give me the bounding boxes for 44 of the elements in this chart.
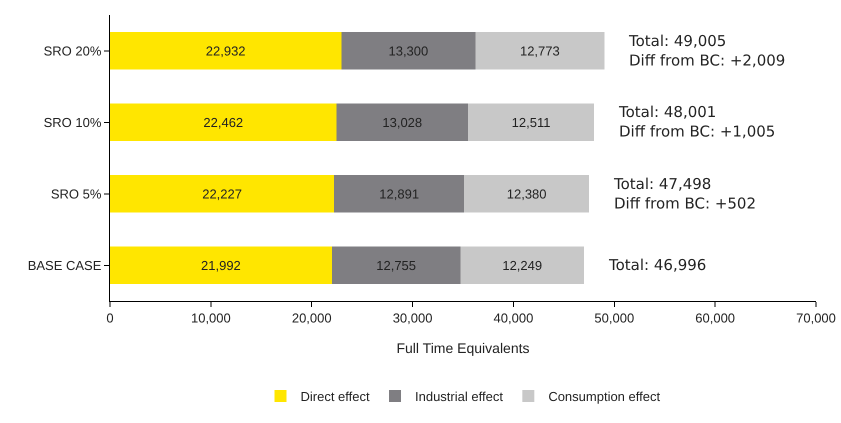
- y-tick-label: SRO 20%: [44, 43, 102, 58]
- legend-label: Consumption effect: [548, 389, 660, 404]
- bar: [332, 246, 460, 284]
- bar: [336, 104, 468, 141]
- data-label: 21,992: [201, 258, 241, 273]
- bar: [110, 175, 334, 212]
- data-label: 12,511: [512, 114, 550, 130]
- data-label: 12,891: [379, 186, 420, 202]
- data-label: 12,249: [502, 258, 542, 273]
- x-tick-label: 70,000: [796, 310, 836, 326]
- x-axis-title: Full Time Equivalents: [396, 340, 530, 356]
- bar: [110, 246, 332, 284]
- bar: [464, 175, 590, 212]
- annotation: Total: 47,498 Diff from BC: +502: [613, 175, 756, 212]
- bar: [334, 175, 464, 212]
- legend-label: Direct effect: [300, 389, 370, 404]
- bar: [475, 32, 604, 70]
- data-label: 12,773: [520, 43, 560, 58]
- bar: [341, 32, 476, 70]
- bar: [460, 246, 584, 284]
- data-label: 22,227: [202, 186, 242, 202]
- data-label: 13,028: [382, 114, 422, 130]
- x-tick-label: 10,000: [190, 310, 231, 326]
- y-tick-label: BASE CASE: [28, 258, 102, 273]
- x-tick-label: 60,000: [695, 310, 736, 326]
- annotation: Total: 49,005 Diff from BC: +2,009: [628, 32, 786, 70]
- x-tick-label: 50,000: [594, 310, 634, 326]
- data-label: 22,932: [206, 43, 246, 58]
- x-tick-label: 40,000: [494, 310, 534, 326]
- y-tick-label: SRO 10%: [44, 114, 102, 130]
- bar: [468, 104, 594, 141]
- data-label: 12,380: [506, 186, 547, 202]
- bar: [110, 104, 337, 141]
- data-label: 13,300: [388, 43, 428, 58]
- data-label: 22,462: [203, 114, 244, 130]
- data-label: 12,755: [376, 258, 416, 273]
- bar: [110, 32, 342, 70]
- annotation: Total: 46,996: [608, 256, 706, 274]
- y-tick-label: SRO 5%: [50, 186, 102, 202]
- legend-label: Industrial effect: [415, 389, 504, 404]
- annotation: Total: 48,001 Diff from BC: +1,005: [618, 103, 776, 140]
- x-tick-label: 0: [106, 310, 114, 326]
- x-tick-label: 30,000: [392, 310, 432, 326]
- x-tick-label: 20,000: [292, 310, 332, 326]
